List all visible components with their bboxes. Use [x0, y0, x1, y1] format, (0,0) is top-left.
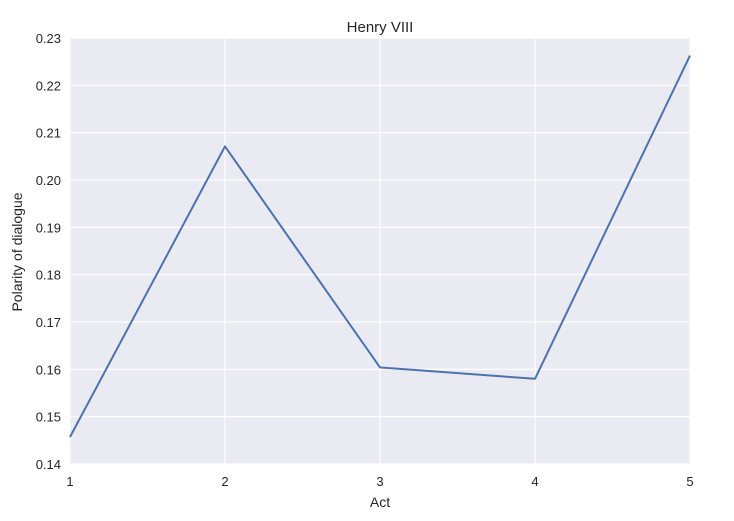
y-tick-labels: 0.14 0.15 0.16 0.17 0.18 0.19 0.20 0.21 0.22 0.23: [36, 31, 61, 472]
y-tick-label: 0.21: [36, 126, 61, 141]
y-tick-label: 0.23: [36, 31, 61, 46]
x-tick-label: 1: [66, 474, 73, 489]
x-tick-label: 2: [221, 474, 228, 489]
y-tick-label: 0.20: [36, 173, 61, 188]
y-tick-label: 0.14: [36, 457, 61, 472]
series-line: [69, 55, 691, 438]
y-axis-label: Polarity of dialogue: [9, 192, 25, 311]
y-tick-label: 0.16: [36, 362, 61, 377]
y-tick-label: 0.17: [36, 315, 61, 330]
y-tick-label: 0.18: [36, 268, 61, 283]
grid-lines: [69, 37, 691, 465]
y-tick-label: 0.15: [36, 410, 61, 425]
y-tick-label: 0.22: [36, 78, 61, 93]
x-tick-label: 4: [531, 474, 538, 489]
x-axis-label: Act: [370, 494, 390, 510]
chart-title: Henry VIII: [347, 19, 414, 36]
x-tick-label: 5: [686, 474, 693, 489]
x-tick-labels: 1 2 3 4 5: [66, 474, 693, 489]
series-layer: [69, 55, 691, 438]
y-tick-label: 0.19: [36, 220, 61, 235]
x-tick-label: 3: [376, 474, 383, 489]
